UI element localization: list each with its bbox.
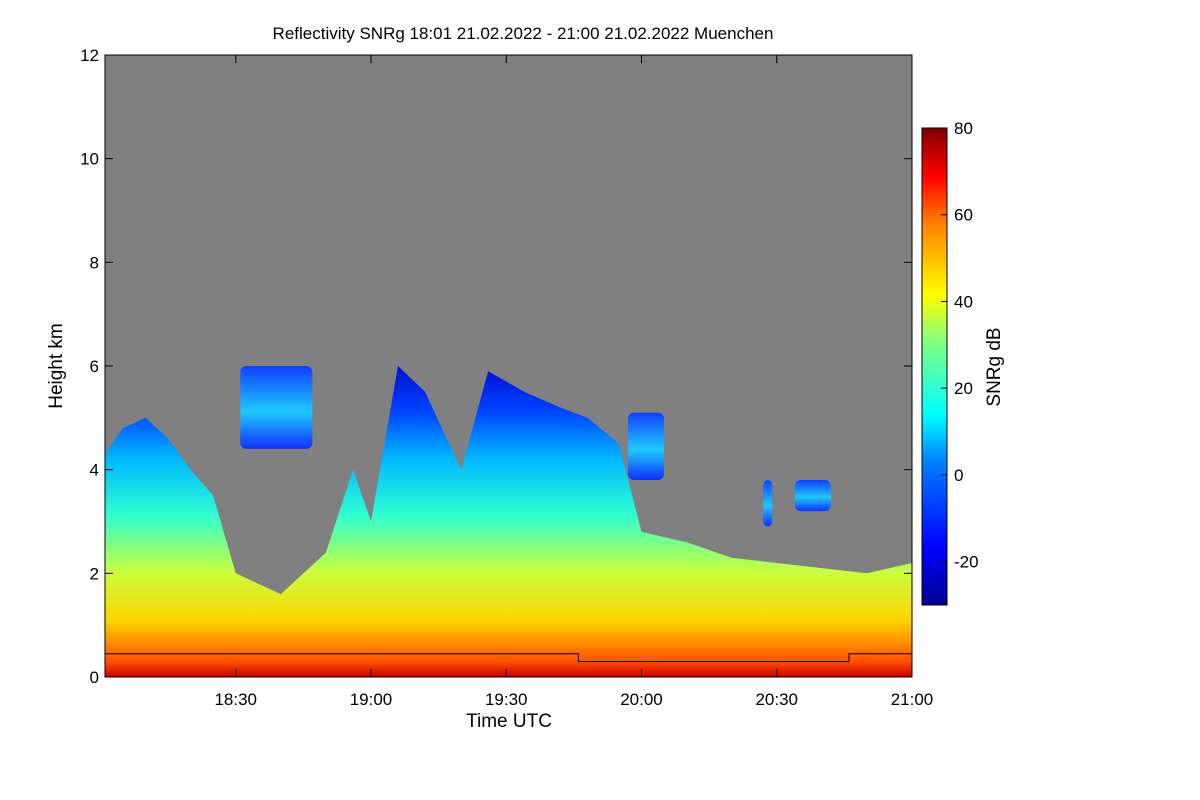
x-tick-label: 19:00	[350, 690, 393, 709]
x-tick-label: 21:00	[891, 690, 934, 709]
y-tick-label: 10	[80, 150, 99, 169]
upper-cloud-layer	[763, 480, 773, 527]
y-tick-label: 2	[90, 564, 99, 583]
colorbar-tick-label: 80	[954, 119, 973, 138]
x-tick-label: 19:30	[485, 690, 528, 709]
colorbar-axis: -20 0 20 40 60 80	[941, 119, 979, 572]
echo-region	[105, 366, 912, 677]
y-tick-label: 6	[90, 357, 99, 376]
upper-cloud-layer	[794, 480, 831, 512]
y-axis-label: Height km	[46, 323, 67, 409]
colorbar-tick-label: 60	[954, 206, 973, 225]
y-axis: 0 2 4 6 8 10 12	[80, 46, 912, 687]
upper-cloud-layer	[627, 412, 665, 481]
y-tick-label: 0	[90, 668, 99, 687]
x-axis-label: Time UTC	[466, 711, 552, 732]
reference-line	[105, 653, 912, 662]
colorbar-label: SNRg dB	[984, 327, 1005, 406]
colorbar	[921, 127, 948, 606]
x-tick-label: 20:00	[620, 690, 663, 709]
x-axis: 18:30 19:00 19:30 20:00 20:30 21:00	[214, 55, 933, 709]
y-tick-label: 12	[80, 46, 99, 65]
colorbar-tick-label: 0	[954, 466, 963, 485]
y-tick-label: 4	[90, 461, 99, 480]
y-tick-label: 8	[90, 253, 99, 272]
x-tick-label: 18:30	[214, 690, 257, 709]
colorbar-tick-label: 40	[954, 292, 973, 311]
upper-cloud-layer	[240, 366, 313, 449]
colorbar-tick-label: -20	[954, 553, 979, 572]
x-tick-label: 20:30	[755, 690, 798, 709]
chart-title: Reflectivity SNRg 18:01 21.02.2022 - 21:…	[273, 24, 774, 43]
colorbar-tick-label: 20	[954, 379, 973, 398]
